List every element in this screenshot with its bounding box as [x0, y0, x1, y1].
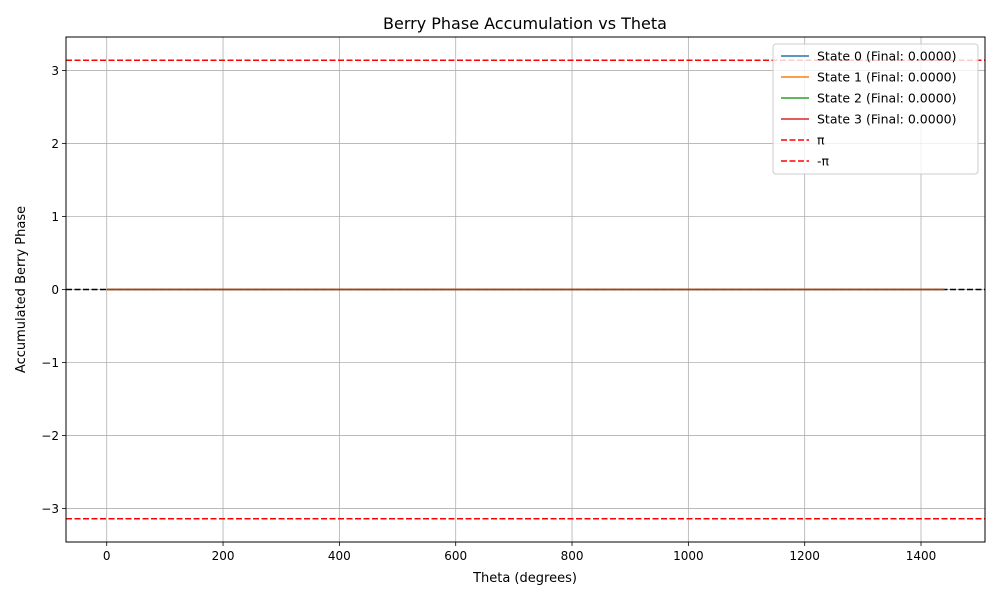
legend-label: State 1 (Final: 0.0000): [817, 70, 956, 85]
x-axis-ticks: 0 200 400 600 800 1000 1200 1400: [103, 542, 936, 563]
x-tick-label: 1200: [789, 549, 820, 563]
chart-title: Berry Phase Accumulation vs Theta: [383, 14, 667, 33]
legend-label: State 3 (Final: 0.0000): [817, 112, 956, 127]
y-tick-label: −2: [41, 429, 59, 443]
x-tick-label: 200: [212, 549, 235, 563]
legend-label: π: [817, 133, 825, 148]
y-tick-label: 3: [51, 64, 59, 78]
y-tick-label: −3: [41, 502, 59, 516]
y-axis-ticks: −3 −2 −1 0 1 2 3: [41, 64, 66, 516]
legend-box: [772, 43, 979, 175]
y-tick-label: −1: [41, 356, 59, 370]
legend-label: State 2 (Final: 0.0000): [817, 91, 956, 106]
y-tick-label: 1: [51, 210, 59, 224]
y-axis-label: Accumulated Berry Phase: [14, 206, 29, 373]
x-tick-label: 600: [444, 549, 467, 563]
legend-label: -π: [817, 154, 830, 169]
x-tick-label: 800: [561, 549, 584, 563]
legend-label: State 0 (Final: 0.0000): [817, 49, 956, 64]
x-axis-label: Theta (degrees): [472, 571, 577, 586]
x-tick-label: 1400: [906, 549, 937, 563]
x-tick-label: 1000: [673, 549, 704, 563]
x-tick-label: 0: [103, 549, 111, 563]
x-tick-label: 400: [328, 549, 351, 563]
y-tick-label: 2: [51, 137, 59, 151]
legend: State 0 (Final: 0.0000) State 1 (Final: 0…: [772, 43, 979, 175]
y-tick-label: 0: [51, 283, 59, 297]
